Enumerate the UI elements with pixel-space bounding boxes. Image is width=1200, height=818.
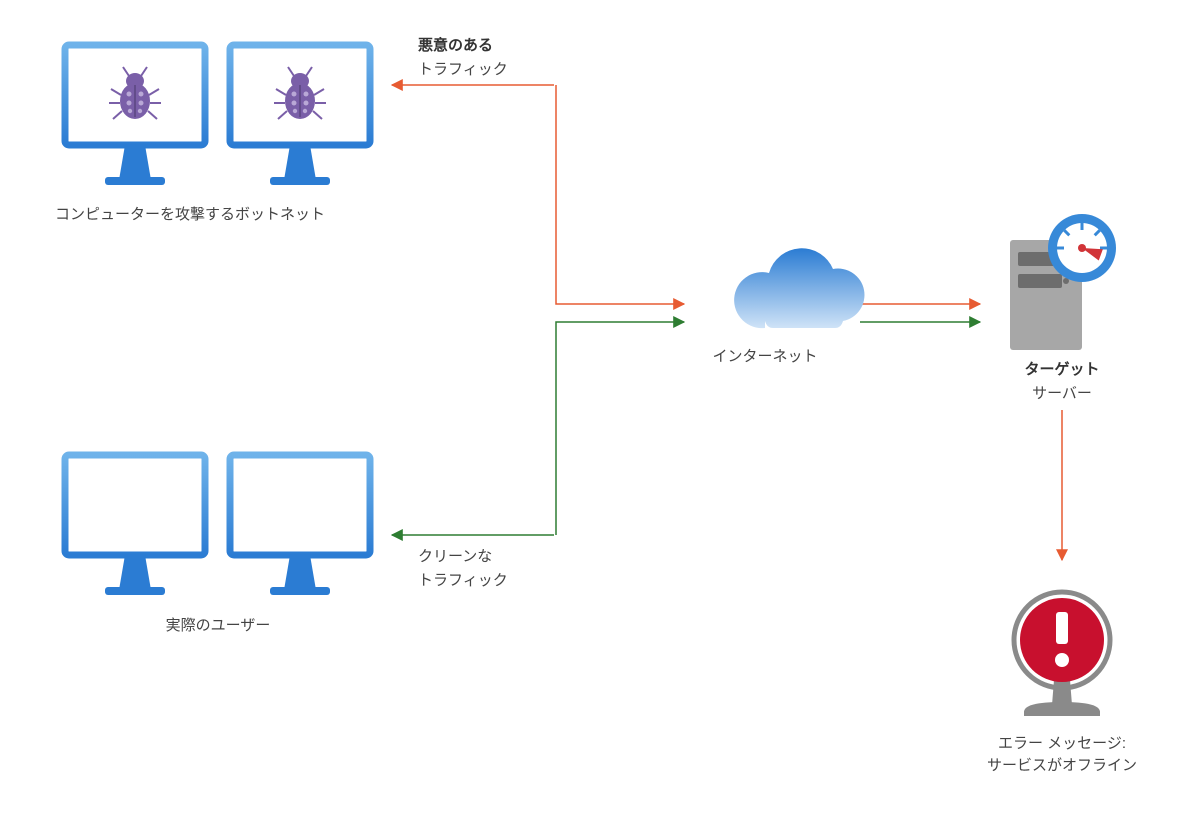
error-icon bbox=[1014, 592, 1110, 716]
target-title: ターゲット bbox=[1024, 358, 1099, 379]
clean-sub: トラフィック bbox=[418, 569, 508, 590]
cloud-icon bbox=[734, 248, 864, 328]
edges bbox=[392, 85, 1062, 560]
real-users-caption: 実際のユーザー bbox=[166, 614, 271, 635]
clean-title: クリーンな bbox=[418, 545, 492, 566]
malicious-sub: トラフィック bbox=[418, 58, 508, 79]
malicious-title: 悪意のある bbox=[418, 34, 493, 55]
diagram-canvas bbox=[0, 0, 1200, 818]
internet-caption: インターネット bbox=[712, 345, 817, 366]
server-icon bbox=[1010, 214, 1116, 350]
user-monitors bbox=[65, 455, 370, 595]
error-line1: エラー メッセージ: bbox=[998, 732, 1126, 753]
botnet-monitors bbox=[65, 45, 370, 185]
botnet-caption: コンピューターを攻撃するボットネット bbox=[55, 203, 325, 224]
error-line2: サービスがオフライン bbox=[987, 754, 1137, 775]
target-sub: サーバー bbox=[1032, 382, 1092, 403]
